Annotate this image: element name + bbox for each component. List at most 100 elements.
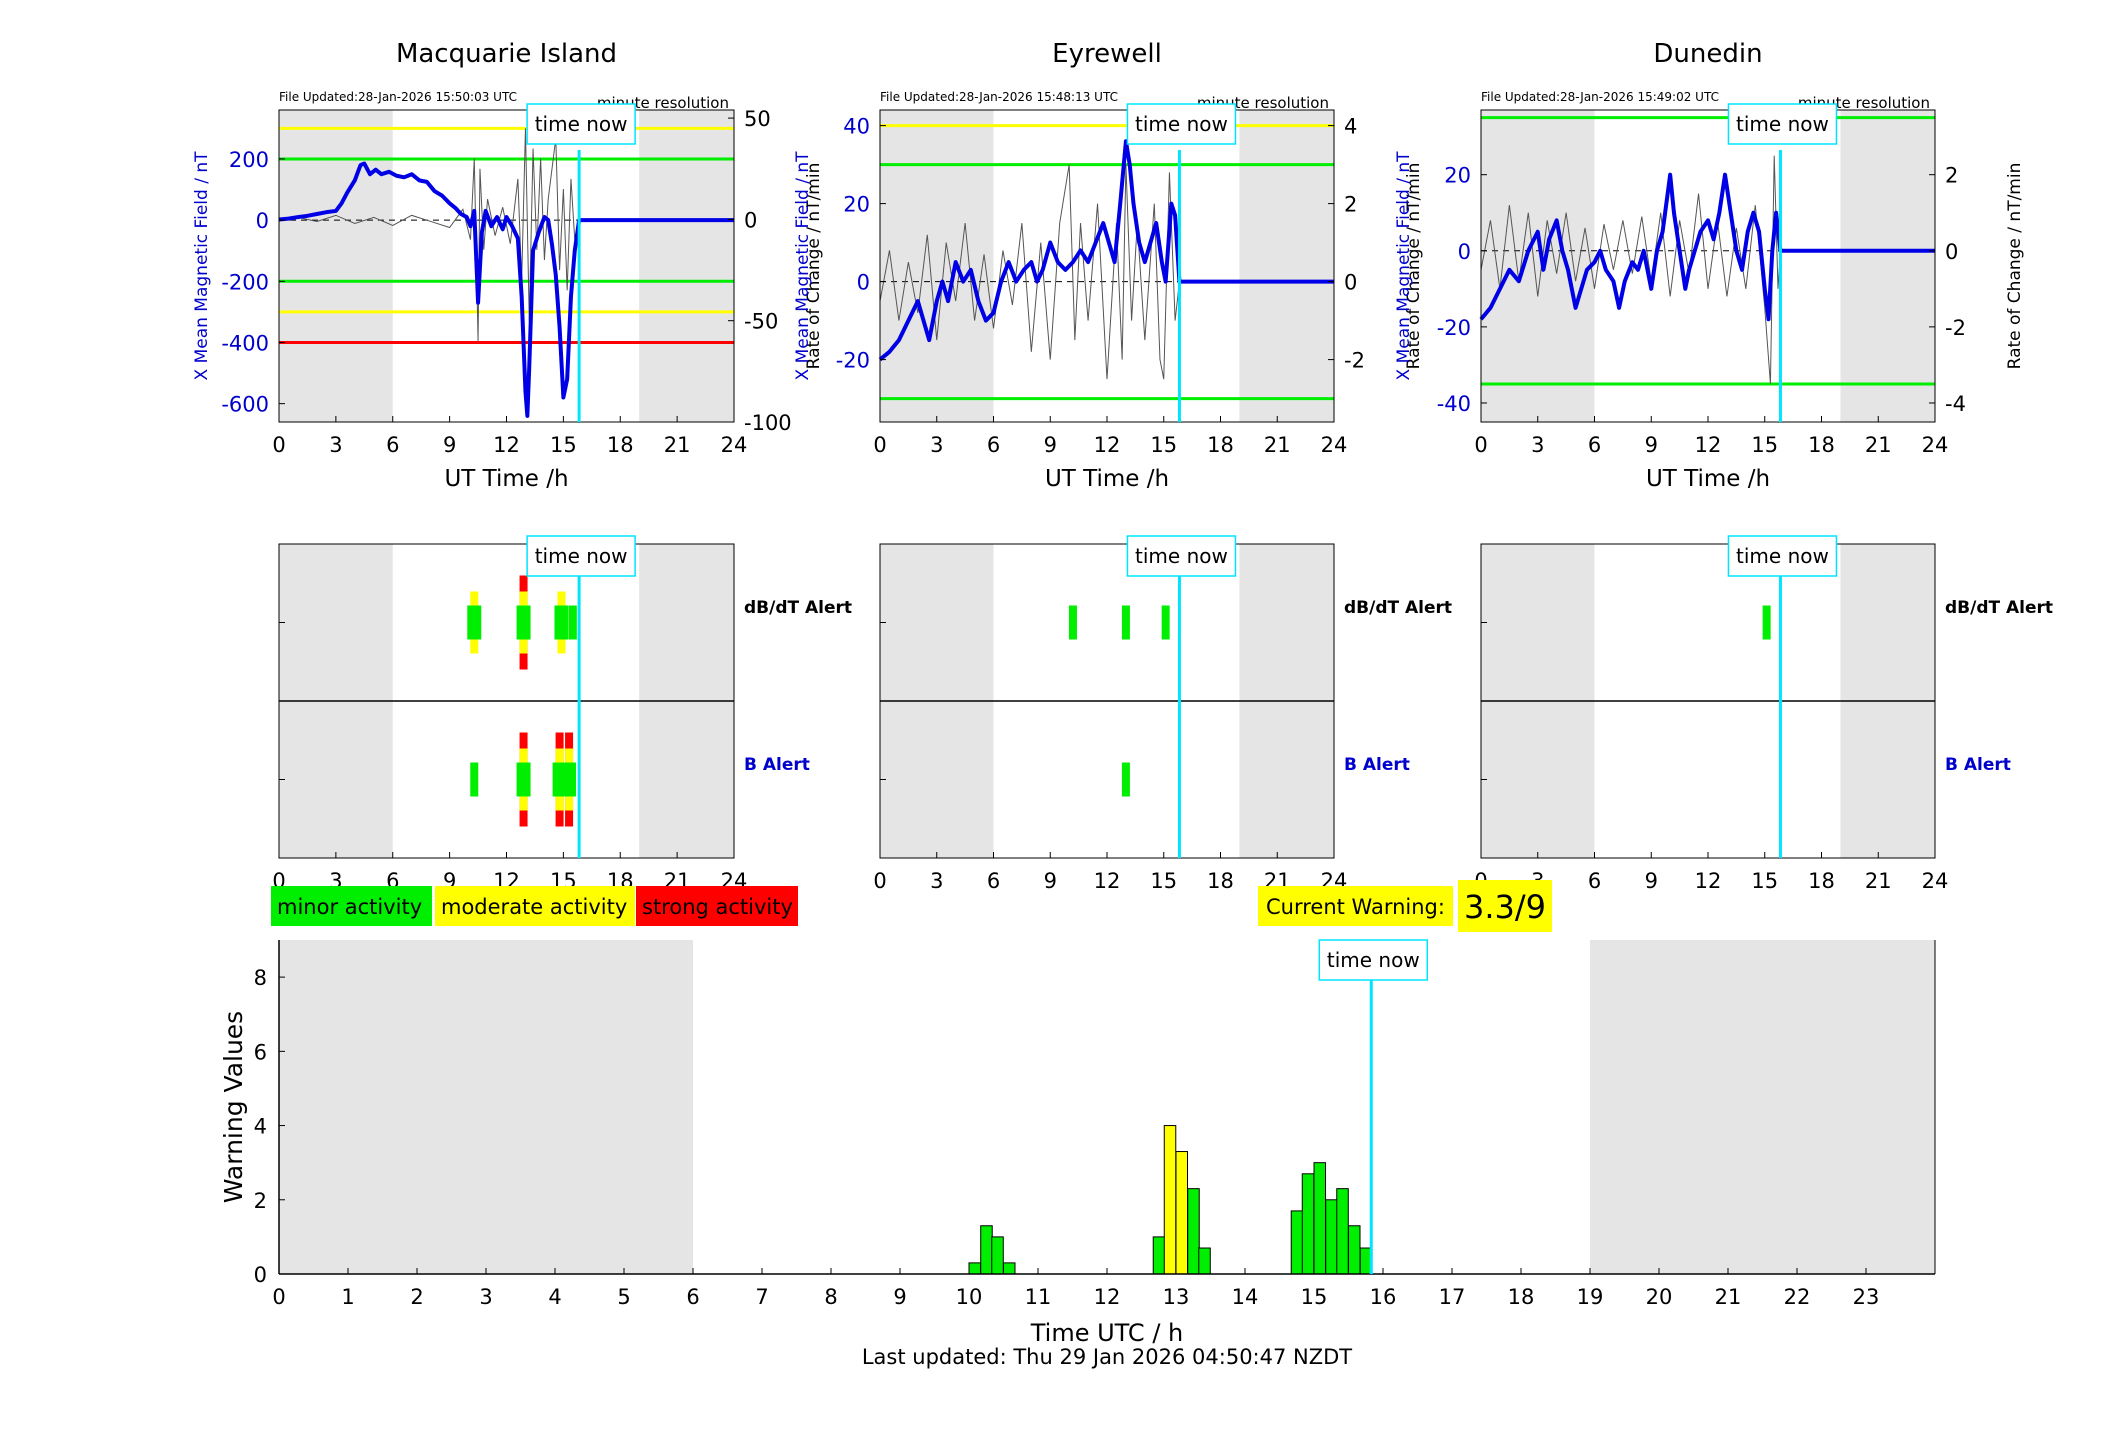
right-tick-label: -2 [1344,349,1365,373]
x-tick-label: 2 [410,1285,423,1309]
field-series [1479,172,1935,322]
time-now-box [1126,103,1237,145]
left-axis-label: X Mean Magnetic Field / nT [192,151,212,381]
warning-bar [980,1225,993,1275]
rate-of-change-series [879,164,1180,380]
dbdt-alert-mark [1161,605,1170,640]
x-axis-label: UT Time /h [1646,466,1770,492]
x-tick-label: 18 [1207,869,1234,893]
x-tick-label: 24 [721,433,748,457]
rate-of-change-series [1480,155,1781,384]
right-tick-label: -2 [1945,316,1966,340]
x-tick-label: 20 [1646,1285,1673,1309]
current-warning-value: 3.3/9 [1464,888,1546,926]
x-tick-label: 3 [479,1285,492,1309]
x-tick-label: 12 [1094,1285,1121,1309]
right-tick-label: -100 [744,411,792,435]
night-shading [1239,110,1334,422]
right-tick-label: -50 [744,310,778,334]
x-tick-label: 18 [1808,869,1835,893]
x-tick-label: 18 [1508,1285,1535,1309]
dbdt-alert-label: dB/dT Alert [744,598,852,618]
x-tick-label: 12 [493,433,520,457]
legend-label-strong: strong activity [642,895,793,919]
dbdt-alert-label: dB/dT Alert [1344,598,1452,618]
right-tick-label: 0 [744,208,757,232]
left-tick-label: 20 [1444,164,1471,188]
night-shading [279,110,393,422]
x-tick-label: 0 [272,433,285,457]
y-tick-label: 0 [254,1263,267,1287]
warning-bar [1187,1188,1200,1275]
legend-label-moderate: moderate activity [441,895,627,919]
station-title: Macquarie Island [396,39,617,69]
night-shading [639,110,734,422]
dbdt-alert-label: dB/dT Alert [1945,598,2053,618]
night-shading [1481,110,1595,422]
dbdt-alert-mark [467,605,482,640]
x-tick-label: 14 [1232,1285,1259,1309]
x-tick-label: 9 [1044,869,1057,893]
left-tick-label: -20 [1437,316,1471,340]
x-tick-label: 21 [1865,433,1892,457]
x-tick-label: 3 [930,869,943,893]
x-tick-label: 21 [1264,433,1291,457]
time-now-box [1318,939,1429,981]
warning-bar [1198,1247,1211,1275]
y-tick-label: 4 [254,1115,267,1139]
x-tick-label: 15 [1751,869,1778,893]
warning-bar [1152,1236,1166,1275]
right-tick-label: 50 [744,107,771,131]
warning-bar [1325,1199,1338,1275]
current-warning-label: Current Warning: [1266,895,1445,919]
x-tick-label: 0 [272,1285,285,1309]
time-now-box [1126,535,1237,577]
left-tick-label: 0 [857,271,870,295]
b-alert-label: B Alert [1344,755,1410,775]
station-title: Eyrewell [1052,39,1162,69]
left-tick-label: 20 [843,193,870,217]
b-alert-mark [562,762,577,797]
left-tick-label: 0 [1458,240,1471,264]
left-tick-label: -600 [221,393,269,417]
warning-bar [1175,1151,1189,1275]
current-warning-value-bg [1458,880,1552,932]
legend-label-minor: minor activity [277,895,422,919]
time-now-label: time now [535,544,628,568]
dbdt-alert-mark [1068,605,1077,640]
file-updated-label: File Updated:28-Jan-2026 15:50:03 UTC [279,90,517,104]
x-tick-label: 9 [1645,433,1658,457]
x-tick-label: 9 [893,1285,906,1309]
warning-bar [1336,1188,1349,1275]
x-tick-label: 15 [1150,433,1177,457]
x-tick-label: 12 [1695,433,1722,457]
x-tick-label: 9 [443,433,456,457]
left-tick-label: -40 [1437,392,1471,416]
x-tick-label: 9 [1645,869,1658,893]
x-tick-label: 24 [1922,433,1949,457]
night-shading [1840,110,1935,422]
x-tick-label: 6 [1588,433,1601,457]
x-tick-label: 0 [873,869,886,893]
x-tick-label: 12 [1094,433,1121,457]
legend-swatch-minor [271,886,432,926]
x-tick-label: 6 [1588,869,1601,893]
right-tick-label: 0 [1344,271,1357,295]
y-axis-label: Warning Values [219,1011,248,1203]
x-tick-label: 1 [341,1285,354,1309]
night-shading [1590,940,1935,1274]
right-axis-label: Rate of Change / nT/min [2005,163,2025,370]
x-tick-label: 6 [987,869,1000,893]
warning-bar [1313,1162,1327,1275]
x-tick-label: 3 [329,433,342,457]
x-tick-label: 24 [1321,433,1348,457]
right-axis-label: Rate of Change / nT/min [804,163,824,370]
time-now-box [1727,103,1838,145]
x-tick-label: 15 [550,433,577,457]
field-series [278,161,734,418]
x-tick-label: 6 [686,1285,699,1309]
b-alert-mark [470,762,479,797]
x-tick-label: 9 [1044,433,1057,457]
